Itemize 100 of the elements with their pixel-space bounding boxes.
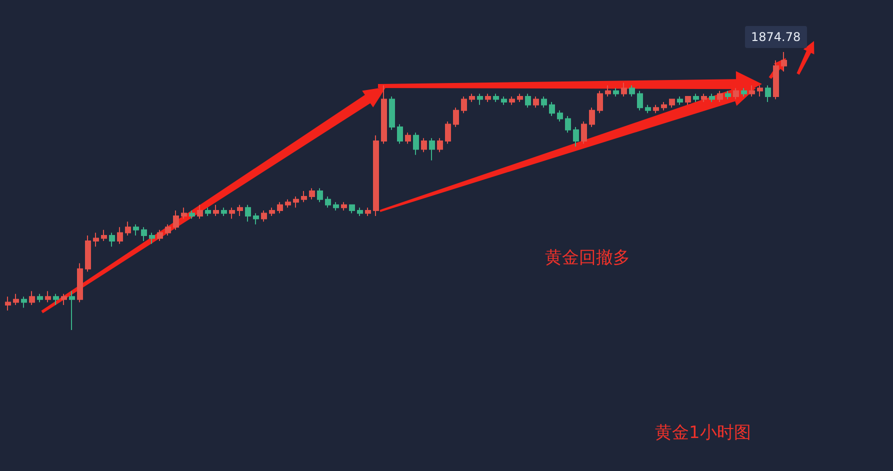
candlestick: [757, 84, 763, 97]
text: 黄金1小时图: [655, 422, 751, 444]
candlestick: [709, 93, 715, 103]
candlestick: [157, 229, 163, 242]
candlestick: [173, 210, 179, 230]
candlestick: [605, 84, 611, 97]
candlestick: [53, 293, 59, 306]
candlestick: [645, 104, 651, 114]
candlestick: [37, 293, 43, 303]
candlestick: [653, 104, 659, 114]
candlestick: [141, 226, 147, 242]
candlestick: [117, 226, 123, 244]
candlestick: [61, 293, 67, 306]
candlestick: [85, 234, 91, 272]
candlestick: [621, 82, 627, 97]
candlestick: [661, 102, 667, 111]
candlestick: [237, 204, 243, 217]
candlestick: [101, 229, 107, 242]
candlestick: [77, 262, 83, 303]
candlestick: [109, 232, 115, 248]
candlestick: [165, 224, 171, 236]
candlestick: [245, 204, 251, 222]
candlestick: [221, 207, 227, 217]
candlestick: [485, 93, 491, 103]
candlestick: [493, 93, 499, 103]
candlestick: [381, 84, 387, 144]
candlestick: [597, 90, 603, 114]
candlestick: [389, 96, 395, 130]
candlestick: [725, 90, 731, 100]
candlestick: [637, 90, 643, 111]
candlestick: [765, 84, 771, 103]
candlestick: [477, 93, 483, 106]
candlestick: [301, 190, 307, 203]
candlestick: [573, 126, 579, 148]
candlestick: [357, 207, 363, 217]
candlestick: [405, 132, 411, 144]
candlestick: [285, 198, 291, 208]
candlestick: [773, 60, 779, 100]
candlestick: [509, 96, 515, 106]
candlestick: [277, 202, 283, 214]
candlestick: [445, 121, 451, 144]
candlestick: [189, 210, 195, 220]
candlestick: [501, 96, 507, 106]
candlestick: [717, 90, 723, 103]
candlestick: [453, 107, 459, 128]
candlestick: [677, 96, 683, 106]
candlestick: [733, 88, 739, 100]
text: 1874.78: [745, 26, 807, 48]
candlestick: [205, 207, 211, 217]
candlestick: [421, 138, 427, 153]
candlestick: [557, 110, 563, 122]
candlestick: [125, 221, 131, 236]
candlestick: [181, 207, 187, 220]
candlestick: [693, 93, 699, 103]
candlestick: [341, 202, 347, 211]
candlestick: [701, 93, 707, 103]
candlestick: [541, 96, 547, 108]
candlestick: [589, 107, 595, 128]
candlestick: [749, 84, 755, 97]
candlestick: [229, 207, 235, 220]
candlestick: [437, 138, 443, 153]
candlestick: [69, 290, 75, 330]
candlestick: [325, 196, 331, 208]
candlestick: [253, 212, 259, 225]
candlestick: [525, 93, 531, 108]
candlestick: [397, 124, 403, 144]
candlestick: [133, 224, 139, 236]
candlestick: [629, 84, 635, 97]
candlestick: [581, 121, 587, 144]
candlestick: [349, 204, 355, 214]
candlestick: [461, 96, 467, 114]
candlestick: [365, 207, 371, 217]
annotation: 黄金回撤多: [545, 247, 630, 269]
candlestick: [333, 202, 339, 211]
candlestick: [261, 210, 267, 222]
candlestick: [149, 232, 155, 244]
candlestick: [5, 296, 11, 312]
candlestick: [309, 188, 315, 200]
candlestick: [29, 290, 35, 306]
candlestick: [269, 207, 275, 217]
candlestick: [669, 98, 675, 108]
candlestick: [685, 96, 691, 106]
candlestick: [93, 232, 99, 248]
candlestick: [213, 204, 219, 217]
candlestick: [565, 115, 571, 134]
candlestick: [549, 102, 555, 116]
candlestick: [469, 93, 475, 103]
candlestick: [317, 188, 323, 203]
candlestick: [413, 132, 419, 156]
candlestick: [293, 196, 299, 208]
candlestick: [21, 296, 27, 308]
candlestick: [613, 88, 619, 97]
candlestick: [373, 134, 379, 217]
candlestick: [741, 88, 747, 97]
candlestick: [533, 96, 539, 108]
candlestick: [429, 138, 435, 161]
candlestick: [781, 52, 787, 72]
candlestick: [517, 93, 523, 103]
candlestick: [13, 293, 19, 306]
candlestick: [197, 204, 203, 220]
